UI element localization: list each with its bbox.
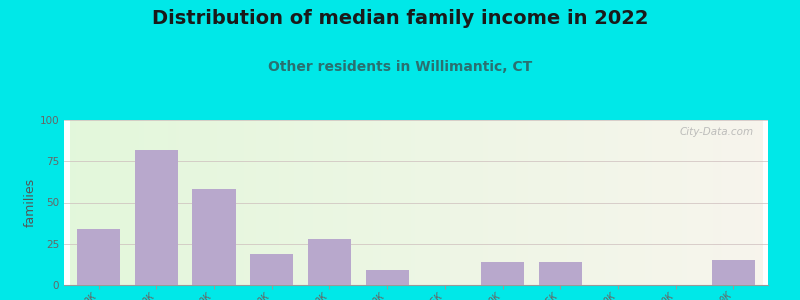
Text: City-Data.com: City-Data.com	[680, 127, 754, 136]
Bar	[250, 254, 294, 285]
Y-axis label: families: families	[24, 178, 37, 227]
Bar	[712, 260, 755, 285]
Bar	[538, 262, 582, 285]
Bar	[134, 150, 178, 285]
Text: Distribution of median family income in 2022: Distribution of median family income in …	[152, 9, 648, 28]
Bar	[77, 229, 120, 285]
Bar	[308, 239, 351, 285]
Bar	[192, 189, 236, 285]
Bar	[366, 270, 409, 285]
Bar	[481, 262, 524, 285]
Text: Other residents in Willimantic, CT: Other residents in Willimantic, CT	[268, 60, 532, 74]
